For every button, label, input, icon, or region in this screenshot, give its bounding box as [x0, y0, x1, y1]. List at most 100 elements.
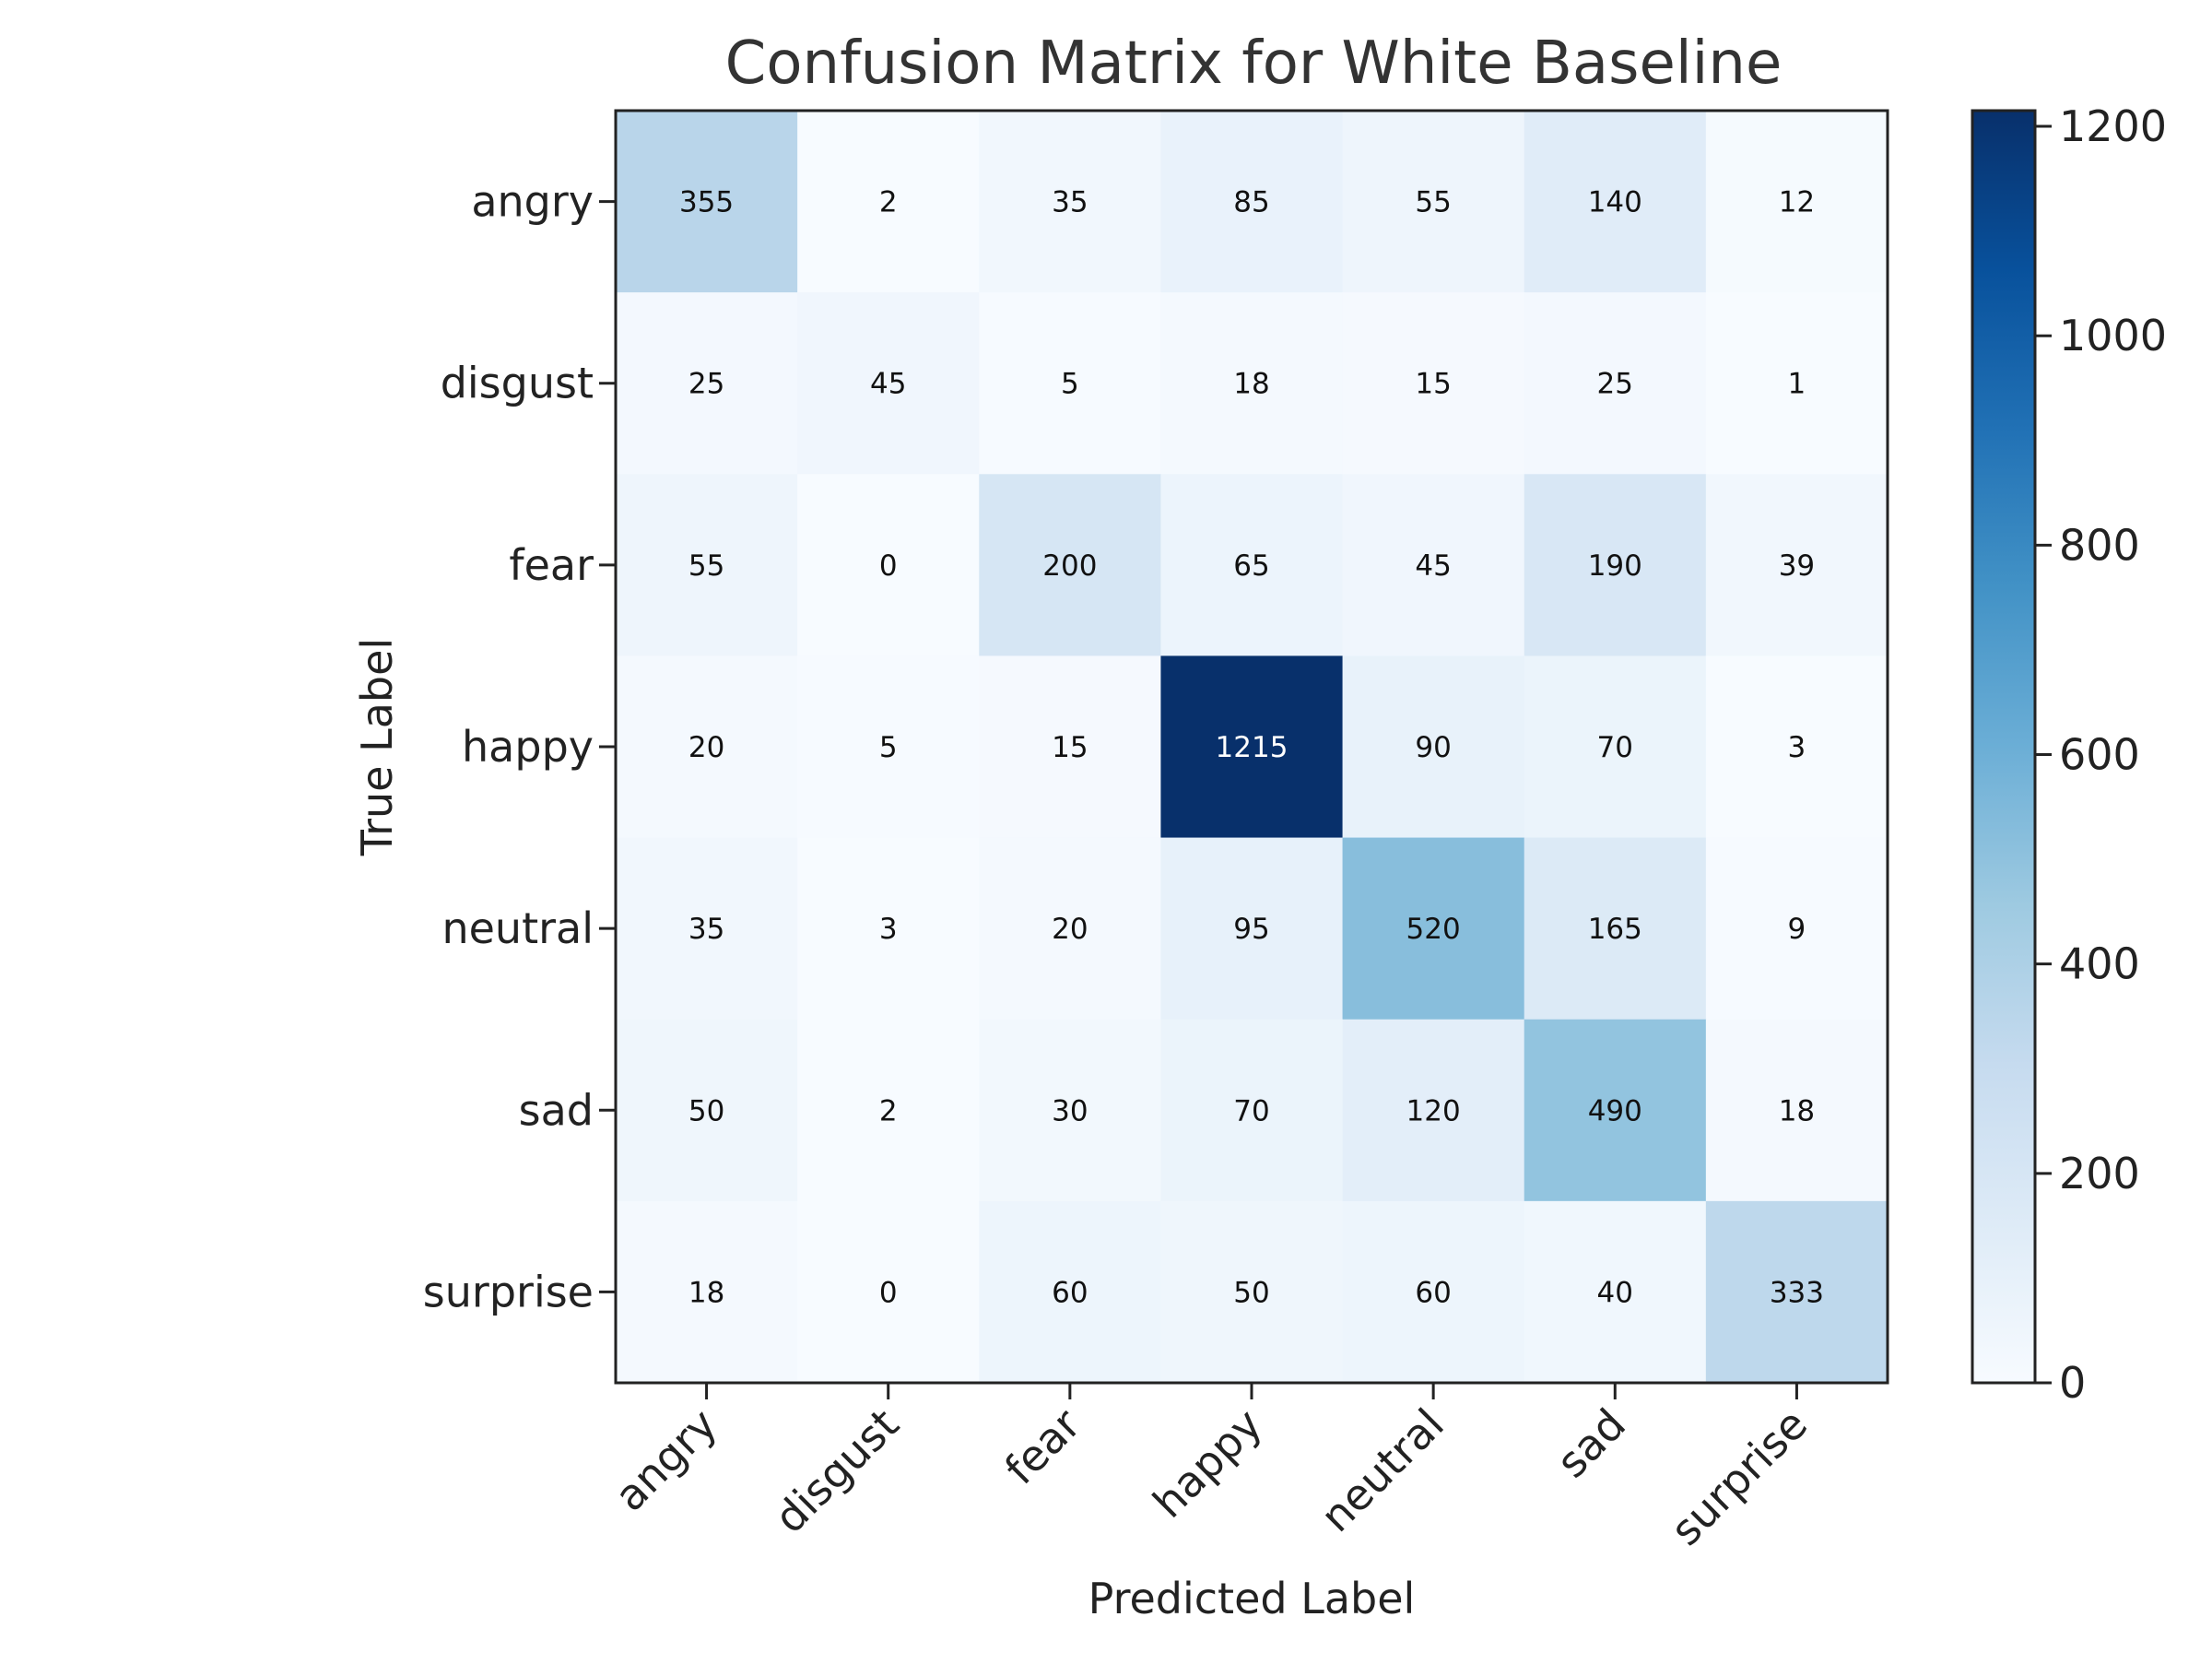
cell-value-label: 18	[1233, 368, 1269, 401]
heatmap-cell	[1705, 1200, 1888, 1384]
heatmap-cell	[797, 111, 980, 293]
cell-value-label: 45	[870, 368, 906, 401]
heatmap-cell	[979, 111, 1161, 293]
heatmap-cell	[1160, 1019, 1344, 1202]
cell-value-label: 70	[1597, 731, 1633, 764]
cell-value-label: 355	[679, 186, 734, 219]
y-tick-label: happy	[462, 722, 594, 772]
cell-value-label: 35	[688, 913, 724, 946]
colorbar-tick-label: 800	[2059, 520, 2140, 570]
cell-value-label: 0	[879, 549, 898, 583]
cell-value-label: 0	[879, 1276, 898, 1309]
y-tick-label: disgust	[441, 359, 594, 408]
heatmap-cell	[797, 1200, 980, 1384]
heatmap-cell	[1524, 1019, 1707, 1202]
heatmap-cell	[1705, 655, 1888, 839]
heatmap-cell	[1160, 655, 1344, 839]
colorbar-tick-label: 600	[2059, 730, 2140, 780]
cell-value-label: 55	[1415, 186, 1451, 219]
x-axis: angry disgust fear happy neutral sad surprise	[605, 1383, 1817, 1555]
heatmap-cell	[616, 111, 798, 293]
heatmap-cell	[616, 655, 798, 839]
cell-value-label: 25	[1597, 368, 1633, 401]
cell-value-label: 18	[688, 1276, 724, 1309]
heatmap-cell	[1342, 111, 1525, 293]
colorbar-tick-label: 0	[2059, 1358, 2086, 1408]
heatmap-cells	[616, 111, 1888, 1384]
cell-value-label: 55	[688, 549, 724, 583]
cell-value-label: 333	[1770, 1276, 1824, 1309]
x-tick-label: sad	[1547, 1399, 1635, 1488]
heatmap-cell	[616, 292, 798, 475]
heatmap-cell	[1705, 1019, 1888, 1202]
x-axis-label: Predicted Label	[1088, 1574, 1416, 1623]
heatmap-cell	[1524, 1200, 1707, 1384]
cell-value-label: 2	[879, 1094, 898, 1127]
heatmap-cell	[797, 292, 980, 475]
x-tick-label: fear	[995, 1399, 1090, 1494]
cell-value-label: 12	[1779, 186, 1815, 219]
heatmap-cell	[1705, 292, 1888, 475]
cell-value-label: 95	[1233, 913, 1269, 946]
heatmap-cell	[979, 1200, 1161, 1384]
heatmap-cell	[797, 837, 980, 1021]
heatmap-cell	[1160, 292, 1344, 475]
heatmap-cell	[616, 837, 798, 1021]
heatmap-cell	[1342, 655, 1525, 839]
heatmap-cell	[1342, 1019, 1525, 1202]
heatmap-cell	[1705, 474, 1888, 656]
heatmap-cell	[797, 1019, 980, 1202]
heatmap-cell	[979, 1019, 1161, 1202]
heatmap-cell	[979, 474, 1161, 656]
cell-value-label: 15	[1415, 368, 1451, 401]
heatmap-cell	[1160, 837, 1344, 1021]
cell-value-label: 1215	[1216, 731, 1288, 764]
cell-value-label: 70	[1233, 1094, 1269, 1127]
heatmap-cell	[797, 655, 980, 839]
y-tick-label: angry	[471, 177, 594, 227]
cell-value-label: 30	[1052, 1094, 1088, 1127]
heatmap-cell	[1524, 292, 1707, 475]
heatmap-cell	[1342, 1200, 1525, 1384]
cell-value-label: 120	[1406, 1094, 1461, 1127]
cell-value-label: 5	[1061, 368, 1079, 401]
cell-value-label: 9	[1788, 913, 1806, 946]
heatmap-cell	[1524, 474, 1707, 656]
y-axis-label: True Label	[352, 638, 402, 856]
cell-value-label: 15	[1052, 731, 1088, 764]
heatmap-cell	[1524, 655, 1707, 839]
cell-value-label: 2	[879, 186, 898, 219]
heatmap-cell	[979, 655, 1161, 839]
y-tick-label: surprise	[423, 1267, 594, 1316]
heatmap-cell	[1342, 292, 1525, 475]
x-tick-label: surprise	[1661, 1399, 1817, 1555]
cell-value-label: 90	[1415, 731, 1451, 764]
y-tick-label: fear	[509, 540, 594, 590]
x-tick-label: disgust	[765, 1399, 909, 1543]
cell-value-label: 18	[1779, 1094, 1815, 1127]
cell-value-label: 20	[1052, 913, 1088, 946]
colorbar-tick-label: 1200	[2059, 101, 2167, 151]
cell-value-label: 165	[1588, 913, 1642, 946]
x-tick-label: neutral	[1311, 1399, 1453, 1542]
heatmap-cell	[1160, 474, 1344, 656]
cell-value-label: 190	[1588, 549, 1642, 583]
cell-value-label: 50	[1233, 1276, 1269, 1309]
cell-value-label: 40	[1597, 1276, 1633, 1309]
colorbar-tick-label: 400	[2059, 939, 2140, 989]
heatmap-cell	[1705, 111, 1888, 293]
colorbar-tick-label: 200	[2059, 1149, 2140, 1198]
cell-value-label: 45	[1415, 549, 1451, 583]
cell-value-label: 25	[688, 368, 724, 401]
cell-value-label: 490	[1588, 1094, 1642, 1127]
cell-value-label: 35	[1052, 186, 1088, 219]
heatmap-cell	[1160, 1200, 1344, 1384]
heatmap-cell	[979, 837, 1161, 1021]
cell-value-label: 3	[1788, 731, 1806, 764]
colorbar-tick-label: 1000	[2059, 311, 2167, 360]
heatmap-cell	[1160, 111, 1344, 293]
heatmap-cell	[1524, 111, 1707, 293]
y-tick-label: sad	[519, 1085, 594, 1135]
heatmap-cell	[1705, 837, 1888, 1021]
